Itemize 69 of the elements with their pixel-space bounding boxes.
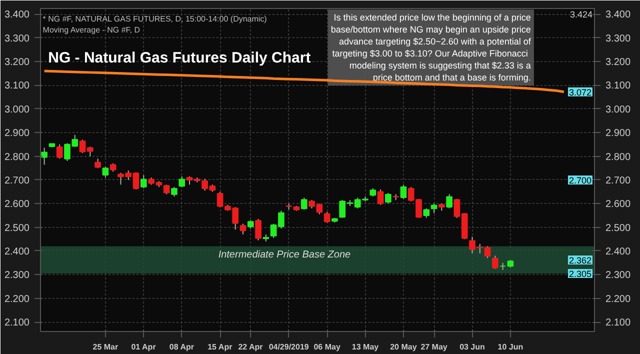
- candlestick: [163, 184, 170, 195]
- candlestick: [240, 223, 246, 235]
- x-tick-label: 01 Apr: [131, 342, 156, 352]
- x-tick-label: 25 Mar: [92, 342, 118, 352]
- text: * NG #F, NATURAL GAS FUTURES, D, 15:00-14:00 (Dynamic) Moving Average - NG #F, D: [42, 14, 268, 34]
- y2-tick-label: 2.900: [606, 128, 631, 140]
- y-tick-label: 2.900: [4, 128, 30, 140]
- x-tick-label: 15 Apr: [208, 342, 232, 352]
- band-label: Intermediate Price Base Zone: [218, 249, 352, 260]
- x-tick-label: 27 May: [420, 342, 448, 352]
- annotation: Is this extended price low the beginning of a price base/bottom where NG may begin an upside price advance targeting $2.50~2.60 with a potential of targeting $3.00 to $3.10? Our Adaptive Fibonacci modeling system is suggesting that $2.33 is a price bottom and that a base is forming.: [330, 12, 532, 82]
- candlestick: [56, 144, 63, 160]
- y-tick-label: 2.400: [4, 246, 30, 258]
- candlestick: [324, 211, 330, 224]
- y2-tick-label: 3.400: [606, 10, 631, 21]
- y-tick-label: 3.300: [4, 33, 30, 44]
- text: 3.424: [570, 10, 593, 20]
- text: NG - Natural Gas Futures Daily Chart: [48, 50, 311, 66]
- annotation: 2.305: [568, 268, 592, 279]
- candlestick: [178, 176, 186, 188]
- y2-tick-label: 2.300: [606, 270, 631, 282]
- y-tick-label: 3.100: [4, 80, 30, 92]
- candlestick: [140, 174, 147, 189]
- y2-tick-label: 3.300: [606, 33, 631, 44]
- y-tick-label: 2.100: [4, 318, 30, 329]
- y-tick-label: 3.200: [4, 57, 30, 68]
- y2-tick-label: 2.800: [606, 152, 631, 163]
- y-tick-label: 2.500: [4, 222, 30, 234]
- y-tick-label: 2.300: [4, 270, 30, 282]
- y-tick-label: 2.600: [4, 199, 30, 210]
- candlestick: [446, 194, 452, 209]
- candlestick: [300, 197, 308, 210]
- annotation: 2.700: [568, 175, 592, 186]
- x-tick-label: 08 Apr: [169, 342, 194, 352]
- y-tick-label: 3.000: [4, 104, 30, 116]
- y2-tick-label: 2.700: [606, 175, 631, 186]
- y-tick-label: 3.400: [4, 10, 30, 21]
- x-tick-label: 06 May: [314, 342, 341, 352]
- y2-tick-label: 2.500: [606, 222, 631, 234]
- x-tick-label: 03 Jun: [460, 342, 486, 352]
- candlestick: [385, 192, 392, 204]
- x-tick-label: 22 Apr: [238, 342, 263, 352]
- candlestick: [377, 188, 384, 206]
- line-series: [43, 70, 566, 94]
- y2-tick-label: 3.100: [606, 80, 631, 92]
- y-tick-label: 2.200: [4, 294, 30, 305]
- candlestick: [171, 186, 178, 198]
- annotation: 2.362: [568, 255, 592, 266]
- y-tick-label: 2.800: [4, 152, 30, 163]
- y2-tick-label: 3.000: [606, 104, 631, 116]
- candlestick: [430, 203, 438, 214]
- candlestick: [492, 255, 498, 270]
- y2-tick-label: 2.400: [606, 246, 631, 258]
- y-tick-label: 2.700: [4, 175, 30, 186]
- candlestick: [255, 218, 262, 241]
- candlestick: [400, 184, 407, 200]
- candlestick: [41, 147, 48, 166]
- y2-tick-label: 2.600: [606, 199, 631, 210]
- x-tick-label: 04/29/2019: [268, 342, 310, 352]
- x-tick-label: 20 May: [390, 342, 418, 352]
- annotation: 3.072: [568, 87, 592, 98]
- x-tick-label: 13 May: [352, 342, 380, 352]
- x-tick-label: 10 Jun: [498, 342, 524, 352]
- y2-tick-label: 2.200: [606, 294, 631, 305]
- candlestick: [423, 208, 430, 218]
- candlestick: [94, 158, 101, 169]
- y2-tick-label: 2.100: [606, 318, 631, 329]
- candlestick: [102, 166, 109, 178]
- y2-tick-label: 3.200: [606, 57, 631, 68]
